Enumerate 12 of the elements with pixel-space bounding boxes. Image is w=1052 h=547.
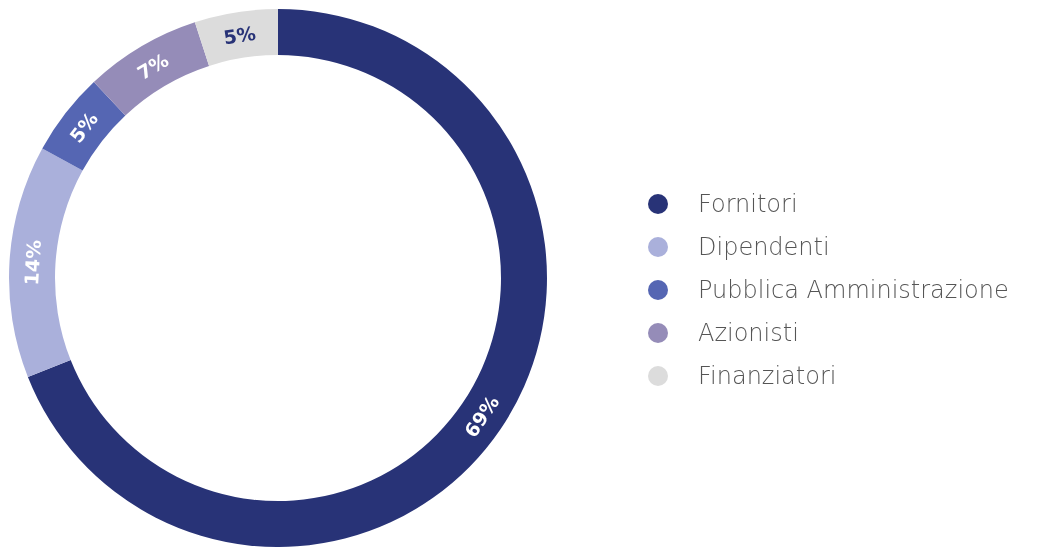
donut-slice bbox=[9, 148, 83, 378]
donut-slice bbox=[194, 9, 278, 66]
legend-label: Fornitori bbox=[698, 190, 798, 218]
data-label: 5% bbox=[221, 21, 258, 49]
legend-label: Finanziatori bbox=[698, 362, 837, 390]
donut-slice bbox=[42, 81, 126, 171]
data-label: 7% bbox=[133, 48, 173, 84]
legend-label: Azionisti bbox=[698, 319, 799, 347]
legend-label: Dipendenti bbox=[698, 233, 830, 261]
legend-label: Pubblica Amministrazione bbox=[698, 276, 1009, 304]
data-label: 14% bbox=[20, 239, 45, 286]
data-label: 5% bbox=[65, 107, 103, 147]
